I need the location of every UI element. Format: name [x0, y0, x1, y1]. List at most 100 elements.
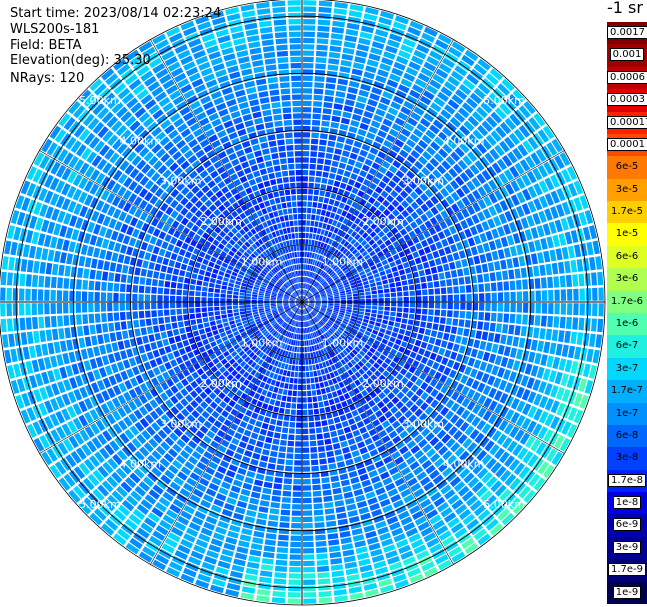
ray-gate [356, 420, 365, 429]
ray-gate [410, 211, 419, 220]
ray-gate [70, 140, 82, 154]
ray-gate [289, 319, 293, 325]
ray-gate [229, 261, 236, 267]
ray-gate [81, 373, 90, 385]
ray-gate [462, 513, 476, 526]
ray-gate [362, 224, 369, 231]
ray-gate [429, 50, 443, 61]
ray-gate [446, 471, 457, 483]
ray-gate [321, 299, 328, 301]
ray-gate [303, 334, 306, 340]
ray-gate [20, 180, 31, 195]
ray-gate [560, 289, 567, 301]
ray-gate [366, 271, 373, 277]
ray-gate [345, 567, 359, 576]
ray-gate [303, 302, 309, 304]
ray-gate [162, 257, 170, 266]
ray-gate [369, 231, 377, 238]
ray-gate [402, 420, 411, 429]
ray-gate [289, 302, 295, 304]
ray-gate [515, 177, 526, 190]
ray-gate [296, 321, 299, 327]
ray-gate [116, 361, 125, 372]
ray-gate [59, 340, 67, 352]
ray-gate [353, 302, 359, 305]
ray-gate [97, 126, 109, 139]
ray-gate [128, 357, 137, 367]
ray-gate [361, 570, 374, 579]
ray-gate [122, 359, 131, 369]
ray-gate [47, 249, 55, 262]
ray-gate [268, 364, 274, 371]
ray-gate [374, 135, 385, 144]
ray-gate [213, 387, 221, 396]
ray-gate [107, 457, 119, 470]
ray-gate [386, 231, 394, 239]
ray-gate [491, 162, 502, 174]
ray-gate [381, 235, 389, 242]
ray-gate [414, 78, 427, 89]
ray-gate [357, 212, 365, 220]
ray-gate [316, 284, 321, 289]
ray-gate [363, 284, 370, 289]
ray-gate [518, 466, 531, 480]
ray-gate [440, 86, 453, 97]
ray-gate [364, 312, 371, 317]
ray-gate [142, 476, 155, 488]
ray-gate [327, 179, 334, 186]
ray-gate [180, 538, 193, 549]
ray-gate [93, 224, 101, 235]
ray-gate [139, 446, 150, 457]
ray-gate [259, 312, 265, 316]
ray-gate [263, 330, 269, 336]
ray-gate [180, 510, 193, 520]
ray-gate [168, 448, 178, 458]
ray-gate [455, 89, 468, 100]
ray-gate [330, 166, 338, 174]
ray-gate [319, 289, 325, 293]
ray-gate [4, 349, 12, 364]
ray-gate [243, 322, 250, 328]
ray-gate [392, 253, 400, 261]
ray-gate [532, 212, 541, 225]
ray-gate [330, 283, 336, 288]
ray-gate [254, 371, 261, 379]
ray-gate [145, 310, 151, 318]
ray-gate [414, 408, 423, 418]
ray-gate [234, 334, 241, 340]
ray-gate [178, 423, 188, 433]
ray-gate [306, 258, 309, 264]
ray-gate [67, 200, 77, 213]
ray-gate [292, 307, 297, 311]
ray-gate [493, 87, 506, 101]
ray-gate [211, 477, 222, 486]
ray-gate [303, 302, 309, 304]
ray-gate [260, 564, 274, 571]
ray-gate [82, 477, 95, 491]
ray-gate [310, 272, 314, 278]
ray-gate [584, 210, 594, 224]
ray-gate [146, 426, 156, 436]
ray-gate [294, 447, 302, 453]
ray-gate [214, 334, 221, 340]
ray-gate [218, 487, 229, 496]
ray-gate [381, 57, 394, 66]
ray-gate [198, 533, 211, 543]
ray-gate [247, 284, 253, 289]
ray-gate [203, 276, 210, 282]
ray-gate [180, 434, 190, 444]
ray-gate [346, 243, 353, 250]
ray-gate [426, 448, 436, 458]
ray-gate [227, 290, 233, 295]
ray-gate [268, 343, 274, 350]
ray-gate [322, 483, 331, 490]
ray-gate [61, 423, 72, 437]
ray-gate [392, 573, 407, 583]
ray-gate [279, 369, 284, 375]
ray-gate [286, 324, 290, 330]
ray-gate [300, 303, 302, 309]
ray-gate [296, 416, 302, 422]
ray-gate [298, 309, 301, 315]
ray-gate [337, 229, 343, 236]
ray-gate [223, 322, 229, 327]
